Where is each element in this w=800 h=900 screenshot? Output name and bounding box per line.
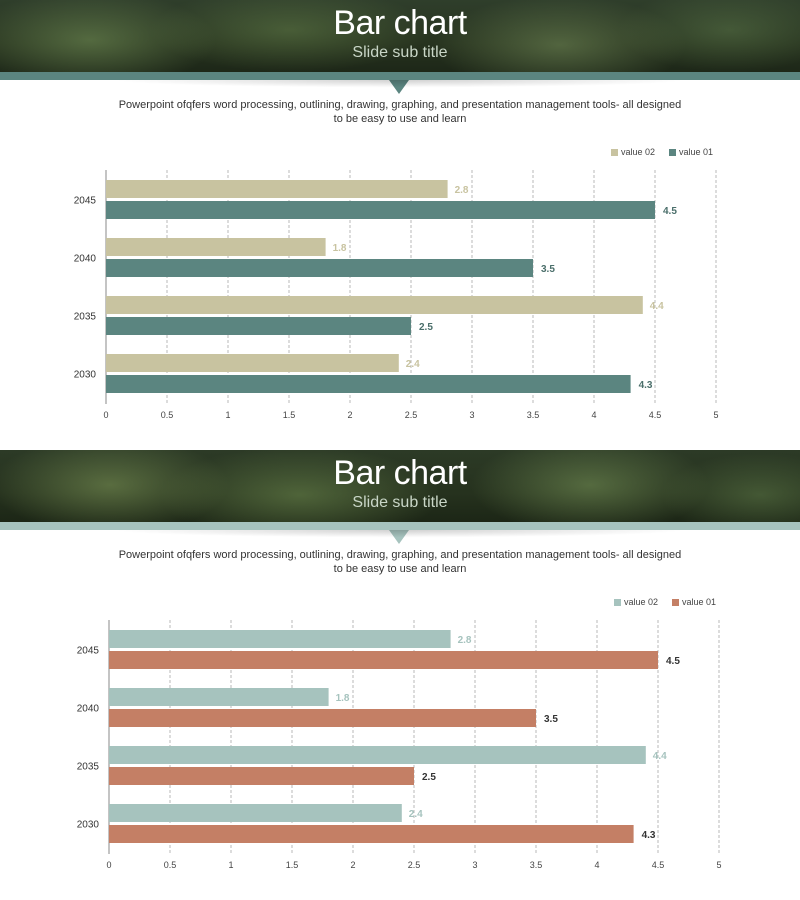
data-label-value01: 3.5 xyxy=(541,264,555,275)
legend-item-value01: value 01 xyxy=(669,147,713,157)
legend-label-value02: value 02 xyxy=(624,597,659,607)
x-tick-label: 2.5 xyxy=(405,410,418,420)
slide-subtitle: Slide sub title xyxy=(352,44,448,61)
data-label-value01: 2.5 xyxy=(419,322,433,333)
data-label-value02: 2.8 xyxy=(458,635,472,646)
x-tick-label: 3.5 xyxy=(530,860,543,870)
bar-value02 xyxy=(106,296,643,314)
legend-label-value01: value 01 xyxy=(682,597,717,607)
legend-item-value01: value 01 xyxy=(672,597,716,607)
x-tick-label: 5 xyxy=(716,860,721,870)
description-line-2: to be easy to use and learn xyxy=(333,113,467,125)
bar-value01 xyxy=(106,375,631,393)
data-label-value01: 4.5 xyxy=(663,206,677,217)
y-category-label: 2035 xyxy=(77,762,100,773)
bar-value02 xyxy=(109,688,329,706)
description: Powerpoint ofqfers word processing, outl… xyxy=(110,548,690,576)
bar-chart: 0 0.5 1 1.5 2 2.5 3 3.5 4 4.5 5 2.8 4.5 2045 1.8 3.5 204… xyxy=(74,170,719,420)
x-tick-label: 4.5 xyxy=(652,860,665,870)
data-label-value02: 2.8 xyxy=(455,185,469,196)
band-shadow xyxy=(30,80,770,92)
x-tick-label: 0.5 xyxy=(164,860,177,870)
slide-1: Bar chart Slide sub title Powerpoint ofq… xyxy=(0,0,800,420)
pointer-triangle xyxy=(389,530,409,544)
slide-2: Bar chart Slide sub title Powerpoint ofq… xyxy=(0,450,800,900)
y-category-label: 2045 xyxy=(74,196,97,207)
header-banner: Bar chart Slide sub title xyxy=(0,0,800,72)
x-tick-label: 0.5 xyxy=(161,410,174,420)
x-tick-label: 2 xyxy=(347,410,352,420)
bar-value02 xyxy=(106,238,326,256)
data-label-value01: 4.3 xyxy=(642,830,656,841)
data-label-value02: 1.8 xyxy=(336,693,350,704)
bar-value01 xyxy=(106,317,411,335)
x-tick-label: 2.5 xyxy=(408,860,421,870)
accent-band xyxy=(0,72,800,80)
y-category-label: 2035 xyxy=(74,312,97,323)
bar-value02 xyxy=(109,804,402,822)
legend-swatch-value02 xyxy=(614,598,621,606)
bar-value02 xyxy=(106,180,448,198)
x-tick-label: 1 xyxy=(228,860,233,870)
data-label-value02: 1.8 xyxy=(333,243,347,254)
x-tick-label: 2 xyxy=(350,860,355,870)
y-category-label: 2045 xyxy=(77,646,100,657)
x-tick-label: 3 xyxy=(472,860,477,870)
y-category-label: 2030 xyxy=(77,820,100,831)
description-line-2: to be easy to use and learn xyxy=(333,563,467,575)
description: Powerpoint ofqfers word processing, outl… xyxy=(110,98,690,126)
x-tick-label: 4.5 xyxy=(649,410,662,420)
legend-label-value02: value 02 xyxy=(621,147,656,157)
x-tick-label: 4 xyxy=(591,410,596,420)
legend-item-value02: value 02 xyxy=(611,147,655,157)
data-label-value02: 4.4 xyxy=(650,301,664,312)
chart-legend: value 02 value 01 xyxy=(614,596,716,608)
bar-value01 xyxy=(109,651,658,669)
y-category-label: 2030 xyxy=(74,370,97,381)
accent-band xyxy=(0,522,800,530)
legend-swatch-value01 xyxy=(672,598,680,606)
x-tick-label: 0 xyxy=(103,410,108,420)
data-label-value02: 2.4 xyxy=(406,359,420,370)
bar-value01 xyxy=(106,259,533,277)
bar-value02 xyxy=(109,630,451,648)
x-tick-label: 3.5 xyxy=(527,410,540,420)
pointer-triangle xyxy=(389,80,409,94)
legend-item-value02: value 02 xyxy=(614,597,658,607)
x-tick-label: 4 xyxy=(594,860,599,870)
legend-label-value01: value 01 xyxy=(679,147,714,157)
y-category-label: 2040 xyxy=(77,704,100,715)
description-line-1: Powerpoint ofqfers word processing, outl… xyxy=(118,99,682,111)
x-tick-label: 1.5 xyxy=(286,860,299,870)
slide-subtitle: Slide sub title xyxy=(352,494,448,511)
bar-chart: 0 0.5 1 1.5 2 2.5 3 3.5 4 4.5 5 2.8 4.5 2045 1.8 3.5 204… xyxy=(77,620,722,870)
header-banner: Bar chart Slide sub title xyxy=(0,450,800,522)
legend-swatch-value02 xyxy=(611,148,618,156)
bar-value02 xyxy=(106,354,399,372)
x-tick-label: 1 xyxy=(225,410,230,420)
data-label-value02: 4.4 xyxy=(653,751,667,762)
y-category-label: 2040 xyxy=(74,254,97,265)
data-label-value01: 4.3 xyxy=(639,380,653,391)
bar-value01 xyxy=(106,201,655,219)
data-label-value01: 3.5 xyxy=(544,714,558,725)
band-shadow xyxy=(30,530,770,542)
slide-title: Bar chart xyxy=(333,454,467,492)
x-tick-label: 5 xyxy=(713,410,718,420)
legend-swatch-value01 xyxy=(669,148,677,156)
description-line-1: Powerpoint ofqfers word processing, outl… xyxy=(118,549,682,561)
chart-legend: value 02 value 01 xyxy=(611,146,713,158)
data-label-value01: 4.5 xyxy=(666,656,680,667)
slide-title: Bar chart xyxy=(333,4,467,42)
bar-value01 xyxy=(109,825,634,843)
bar-value01 xyxy=(109,709,536,727)
data-label-value01: 2.5 xyxy=(422,772,436,783)
x-tick-label: 3 xyxy=(469,410,474,420)
x-tick-label: 1.5 xyxy=(283,410,296,420)
bar-value02 xyxy=(109,746,646,764)
data-label-value02: 2.4 xyxy=(409,809,423,820)
bar-value01 xyxy=(109,767,414,785)
x-tick-label: 0 xyxy=(106,860,111,870)
